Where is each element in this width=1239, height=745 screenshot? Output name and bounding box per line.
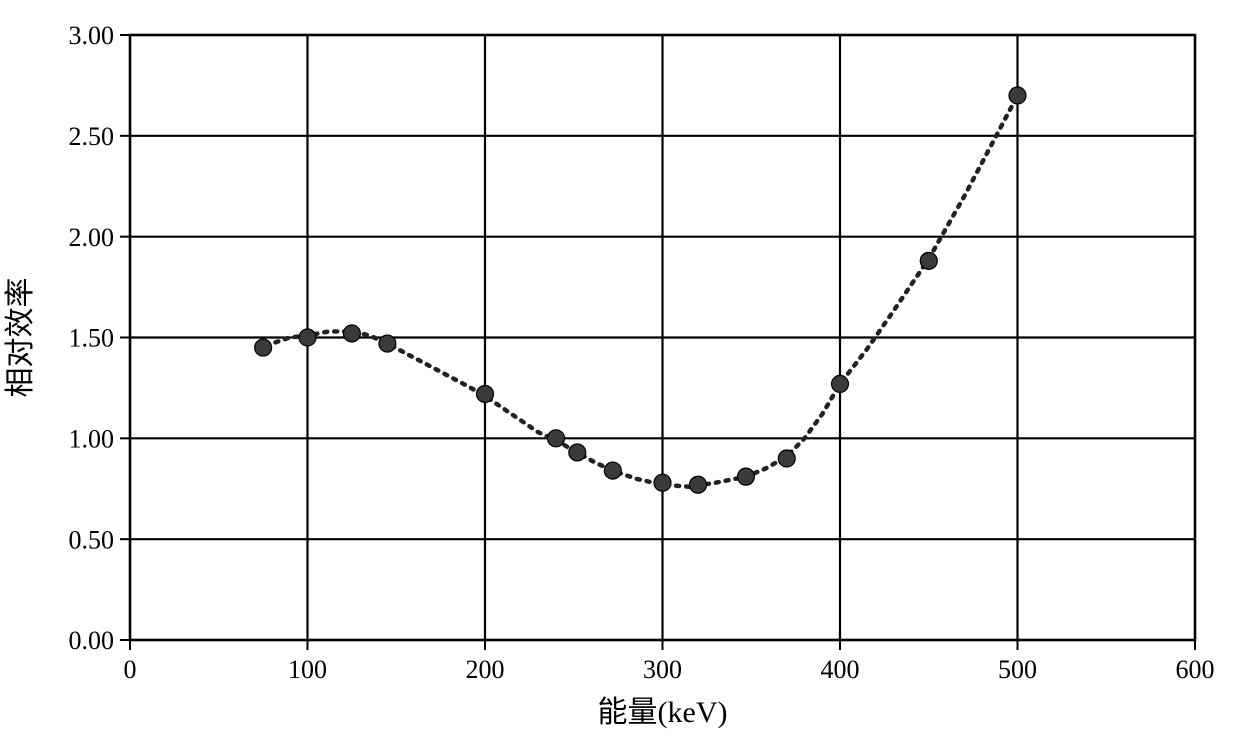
data-point [654, 474, 671, 491]
x-tick-label: 600 [1176, 655, 1215, 684]
y-tick-label: 2.00 [69, 223, 115, 252]
x-tick-label: 0 [124, 655, 137, 684]
data-point [255, 339, 272, 356]
y-tick-label: 0.50 [69, 525, 115, 554]
y-tick-label: 0.00 [69, 626, 115, 655]
y-tick-label: 1.50 [69, 324, 115, 353]
data-point [477, 385, 494, 402]
chart-container: 0 100 200 300 400 500 600 0.00 0.50 1.00 1.50 2.00 2… [0, 0, 1239, 745]
data-point [604, 462, 621, 479]
data-point [548, 430, 565, 447]
x-tick-label: 300 [643, 655, 682, 684]
data-point [920, 252, 937, 269]
x-tick-label: 200 [466, 655, 505, 684]
x-tick-label: 500 [998, 655, 1037, 684]
x-tick-label: 100 [288, 655, 327, 684]
data-point [379, 335, 396, 352]
efficiency-vs-energy-chart: 0 100 200 300 400 500 600 0.00 0.50 1.00 1.50 2.00 2… [0, 0, 1239, 745]
x-tick-label: 400 [821, 655, 860, 684]
y-tick-label: 2.50 [69, 122, 115, 151]
data-point [690, 476, 707, 493]
data-point [832, 375, 849, 392]
y-tick-label: 1.00 [69, 424, 115, 453]
data-point [737, 468, 754, 485]
data-point [569, 444, 586, 461]
data-point [343, 325, 360, 342]
y-tick-label: 3.00 [69, 21, 115, 50]
data-point [299, 329, 316, 346]
x-axis-title: 能量(keV) [598, 696, 728, 729]
data-point [778, 450, 795, 467]
y-axis-title: 相对效率 [4, 278, 37, 398]
data-point [1009, 87, 1026, 104]
